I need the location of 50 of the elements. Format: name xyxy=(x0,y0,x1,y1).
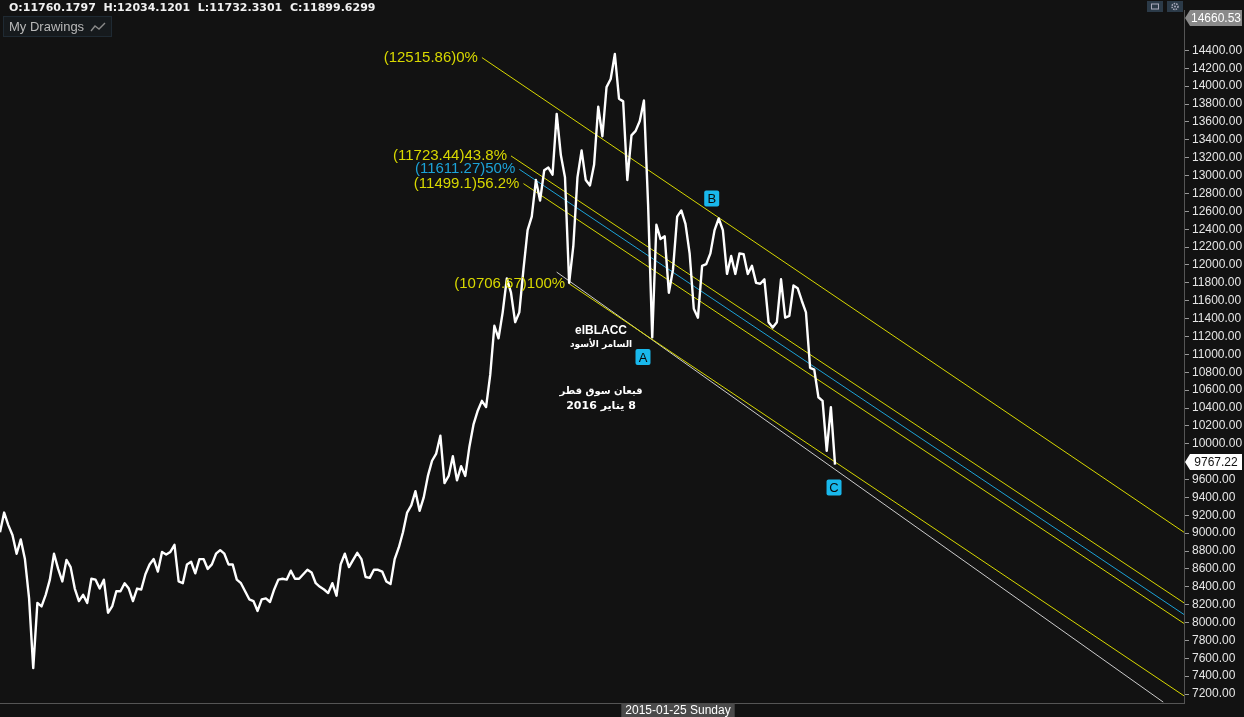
y-tick-label: 7400.00 xyxy=(1192,668,1236,683)
y-tick-label: 8400.00 xyxy=(1192,579,1236,594)
y-tick-label: 9600.00 xyxy=(1192,471,1236,486)
y-tick-label: 9400.00 xyxy=(1192,489,1236,504)
annotation: قيعان سوق قطر xyxy=(558,384,643,397)
y-tick-label: 11200.00 xyxy=(1192,328,1242,343)
y-tick-label: 10000.00 xyxy=(1192,436,1243,451)
y-tick-label: 9200.00 xyxy=(1192,507,1236,522)
y-tick-label: 7600.00 xyxy=(1192,650,1236,665)
text: 9767.22 xyxy=(1194,455,1239,470)
y-tick-label: 10200.00 xyxy=(1192,418,1243,433)
y-tick-label: 13800.00 xyxy=(1192,96,1243,111)
y-tick-label: 12400.00 xyxy=(1192,221,1243,236)
y-tick-label: 13000.00 xyxy=(1192,167,1243,182)
y-tick-label: 14000.00 xyxy=(1192,78,1243,93)
y-tick-label: 11600.00 xyxy=(1192,293,1242,308)
y-tick-label: 11800.00 xyxy=(1192,275,1242,290)
y-tick-label: 8000.00 xyxy=(1192,614,1236,629)
y-tick-label: 7800.00 xyxy=(1192,632,1236,647)
y-tick-label: 11000.00 xyxy=(1192,346,1242,361)
y-tick-label: 7200.00 xyxy=(1192,686,1236,701)
y-tick-label: 14400.00 xyxy=(1192,42,1243,57)
y-tick-label: 12600.00 xyxy=(1192,203,1243,218)
y-tick-label: 10400.00 xyxy=(1192,400,1243,415)
y-tick-label: 13200.00 xyxy=(1192,150,1243,165)
text: 14660.53 xyxy=(1190,11,1242,26)
y-tick-label: 8200.00 xyxy=(1192,596,1236,611)
y-tick-label: 8800.00 xyxy=(1192,543,1236,558)
y-tick-label: 9000.00 xyxy=(1192,525,1236,540)
y-tick-label: 12200.00 xyxy=(1192,239,1243,254)
y-tick-label: 11400.00 xyxy=(1192,310,1242,325)
annotation: A xyxy=(638,349,648,365)
y-tick-label: 13600.00 xyxy=(1192,114,1243,129)
y-tick-label: 12000.00 xyxy=(1192,257,1243,272)
annotation: elBLACC xyxy=(574,323,628,338)
y-tick-label: 12800.00 xyxy=(1192,185,1243,200)
y-tick-label: 10800.00 xyxy=(1192,364,1243,379)
text: 2015-01-25 Sunday xyxy=(625,703,731,717)
y-tick-label: 14200.00 xyxy=(1192,60,1243,75)
series-label: (11723.44)43.8% xyxy=(393,146,507,164)
annotation: C xyxy=(829,480,839,496)
y-tick-label: 10600.00 xyxy=(1192,382,1243,397)
annotation: 8 يناير 2016 xyxy=(566,398,636,412)
annotation: B xyxy=(707,191,717,207)
series-label: (12515.86)0% xyxy=(383,47,478,65)
y-tick-label: 8600.00 xyxy=(1192,561,1236,576)
y-tick-label: 13400.00 xyxy=(1192,132,1243,147)
annotation: O:11760.1797 H:12034.1201 L:11732.3301 C:11899.6299 xyxy=(9,0,376,14)
annotation: السامر الأسود xyxy=(569,338,633,351)
annotation: My Drawings xyxy=(9,19,85,34)
